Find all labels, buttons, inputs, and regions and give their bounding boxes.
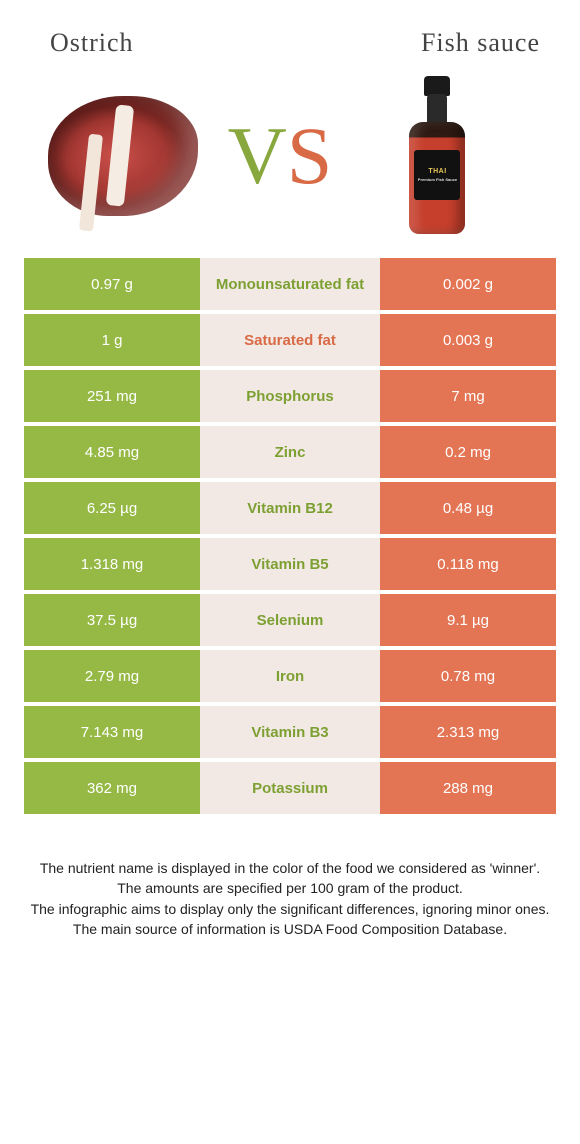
- right-value: 0.118 mg: [380, 538, 556, 590]
- right-value: 0.2 mg: [380, 426, 556, 478]
- right-value: 288 mg: [380, 762, 556, 814]
- left-value: 6.25 µg: [24, 482, 200, 534]
- right-value: 0.002 g: [380, 258, 556, 310]
- table-row: 6.25 µgVitamin B120.48 µg: [24, 482, 556, 534]
- nutrient-label: Selenium: [200, 594, 380, 646]
- left-value: 362 mg: [24, 762, 200, 814]
- left-food-title: Ostrich: [50, 28, 134, 58]
- right-value: 7 mg: [380, 370, 556, 422]
- nutrient-label: Phosphorus: [200, 370, 380, 422]
- footer-line: The main source of information is USDA F…: [30, 919, 550, 939]
- header: Ostrich Fish sauce: [0, 0, 580, 68]
- comparison-table: 0.97 gMonounsaturated fat0.002 g1 gSatur…: [0, 258, 580, 814]
- table-row: 2.79 mgIron0.78 mg: [24, 650, 556, 702]
- table-row: 0.97 gMonounsaturated fat0.002 g: [24, 258, 556, 310]
- steak-icon: [48, 96, 198, 216]
- left-value: 1 g: [24, 314, 200, 366]
- left-value: 4.85 mg: [24, 426, 200, 478]
- vs-v: V: [228, 110, 287, 201]
- vs-label: VS: [228, 109, 333, 203]
- table-row: 4.85 mgZinc0.2 mg: [24, 426, 556, 478]
- footer-line: The infographic aims to display only the…: [30, 899, 550, 919]
- nutrient-label: Zinc: [200, 426, 380, 478]
- nutrient-label: Vitamin B3: [200, 706, 380, 758]
- footer-line: The nutrient name is displayed in the co…: [30, 858, 550, 878]
- nutrient-label: Potassium: [200, 762, 380, 814]
- bottle-icon: THAI Premium Fish Sauce: [407, 76, 467, 236]
- bottle-sub: Premium Fish Sauce: [418, 177, 457, 182]
- right-food-image: THAI Premium Fish Sauce: [355, 73, 520, 238]
- table-row: 1.318 mgVitamin B50.118 mg: [24, 538, 556, 590]
- nutrient-label: Monounsaturated fat: [200, 258, 380, 310]
- right-value: 2.313 mg: [380, 706, 556, 758]
- right-value: 0.48 µg: [380, 482, 556, 534]
- table-row: 1 gSaturated fat0.003 g: [24, 314, 556, 366]
- right-food-title: Fish sauce: [421, 28, 540, 58]
- bottle-brand: THAI: [428, 168, 446, 175]
- right-value: 9.1 µg: [380, 594, 556, 646]
- nutrient-label: Vitamin B5: [200, 538, 380, 590]
- nutrient-label: Saturated fat: [200, 314, 380, 366]
- table-row: 251 mgPhosphorus7 mg: [24, 370, 556, 422]
- footer-line: The amounts are specified per 100 gram o…: [30, 878, 550, 898]
- left-value: 1.318 mg: [24, 538, 200, 590]
- footer-notes: The nutrient name is displayed in the co…: [0, 818, 580, 939]
- table-row: 362 mgPotassium288 mg: [24, 762, 556, 814]
- right-value: 0.78 mg: [380, 650, 556, 702]
- table-row: 37.5 µgSelenium9.1 µg: [24, 594, 556, 646]
- left-value: 251 mg: [24, 370, 200, 422]
- left-value: 0.97 g: [24, 258, 200, 310]
- images-row: VS THAI Premium Fish Sauce: [0, 68, 580, 258]
- right-value: 0.003 g: [380, 314, 556, 366]
- nutrient-label: Vitamin B12: [200, 482, 380, 534]
- left-value: 2.79 mg: [24, 650, 200, 702]
- left-value: 7.143 mg: [24, 706, 200, 758]
- table-row: 7.143 mgVitamin B32.313 mg: [24, 706, 556, 758]
- vs-s: S: [287, 110, 333, 201]
- left-value: 37.5 µg: [24, 594, 200, 646]
- nutrient-label: Iron: [200, 650, 380, 702]
- left-food-image: [40, 73, 205, 238]
